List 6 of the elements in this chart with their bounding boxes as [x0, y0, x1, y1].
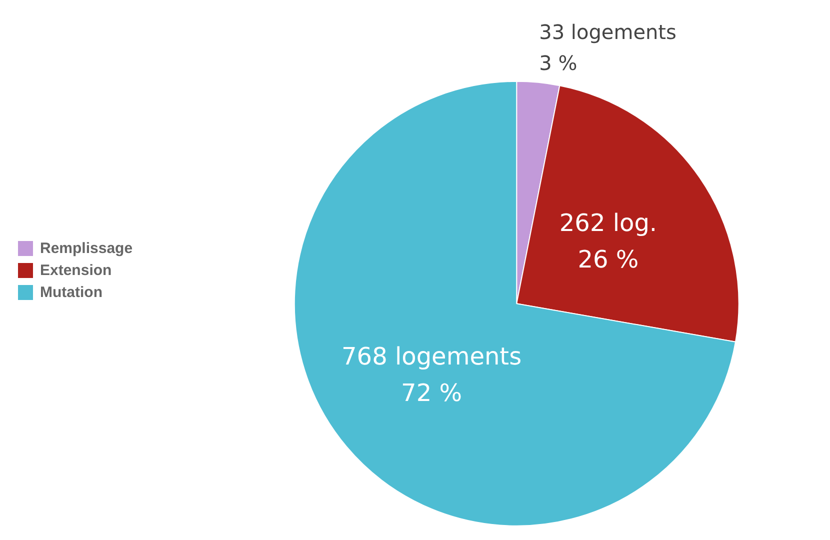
data-label: 33 logements 3 % — [539, 20, 676, 76]
legend-label: Mutation — [40, 284, 102, 300]
legend-label: Remplissage — [40, 240, 133, 256]
legend-label: Extension — [40, 262, 112, 278]
data-label: 262 log. 26 % — [559, 208, 658, 274]
data-label: 768 logements 72 % — [342, 342, 522, 407]
